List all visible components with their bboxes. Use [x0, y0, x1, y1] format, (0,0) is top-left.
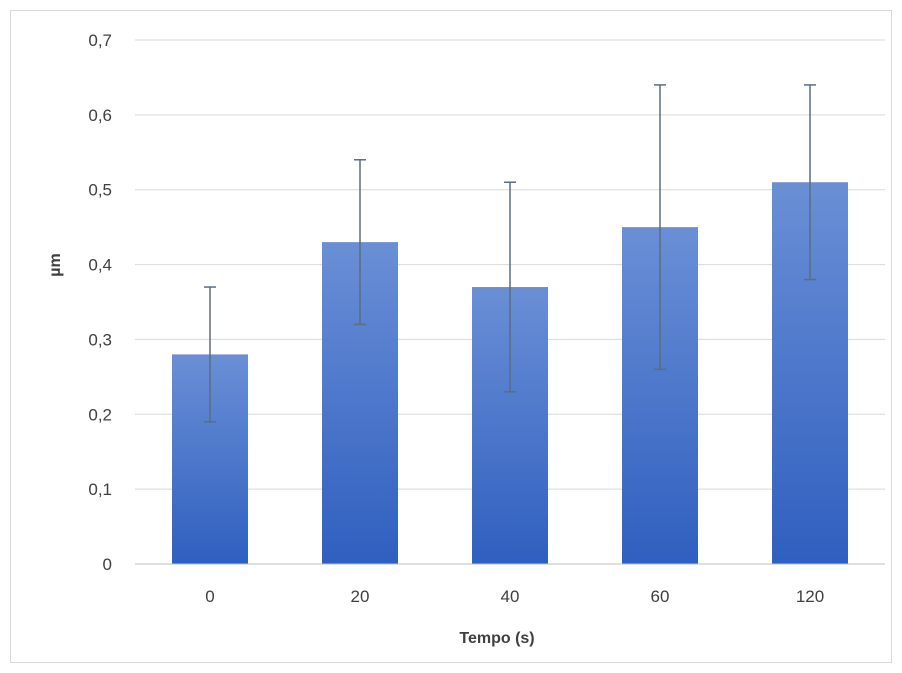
y-tick-label: 0,5: [88, 181, 112, 200]
y-tick-label: 0,2: [88, 405, 112, 424]
chart-frame: [10, 10, 892, 663]
y-tick-label: 0,7: [88, 31, 112, 50]
x-tick-label: 60: [651, 587, 670, 606]
x-tick-label: 0: [205, 587, 214, 606]
error-bars: [204, 84, 816, 423]
y-tick-label: 0,3: [88, 330, 112, 349]
y-tick-label: 0,1: [88, 480, 112, 499]
tick-labels: 0 0,1 0,2 0,3 0,4 0,5 0,6 0,7 0 20 40 60 120: [88, 31, 824, 606]
x-tick-label: 120: [796, 587, 824, 606]
x-tick-label: 40: [501, 587, 520, 606]
x-tick-label: 20: [351, 587, 370, 606]
y-tick-label: 0: [103, 555, 112, 574]
y-tick-label: 0,4: [88, 256, 112, 275]
y-axis-title: µm: [47, 253, 64, 276]
x-axis-title: Tempo (s): [459, 630, 534, 647]
y-tick-label: 0,6: [88, 106, 112, 125]
